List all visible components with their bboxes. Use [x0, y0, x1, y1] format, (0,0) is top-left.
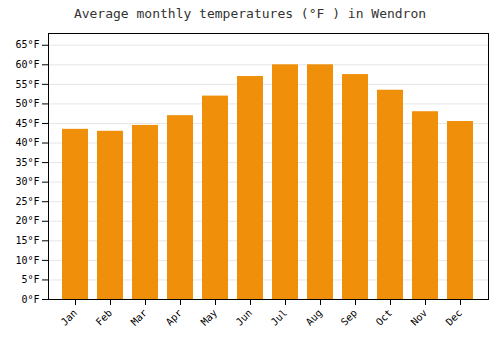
svg-text:Sep: Sep — [339, 307, 360, 328]
svg-text:Mar: Mar — [129, 307, 150, 328]
svg-text:65°F: 65°F — [15, 39, 39, 50]
svg-text:30°F: 30°F — [15, 176, 39, 187]
svg-text:Aug: Aug — [304, 307, 325, 328]
svg-text:55°F: 55°F — [15, 79, 39, 90]
svg-text:Oct: Oct — [374, 307, 395, 328]
svg-text:20°F: 20°F — [15, 215, 39, 226]
svg-text:0°F: 0°F — [21, 294, 39, 305]
svg-text:15°F: 15°F — [15, 235, 39, 246]
svg-text:50°F: 50°F — [15, 98, 39, 109]
svg-text:25°F: 25°F — [15, 196, 39, 207]
svg-text:Feb: Feb — [94, 307, 115, 328]
svg-text:Jan: Jan — [59, 307, 80, 328]
svg-text:10°F: 10°F — [15, 255, 39, 266]
svg-text:35°F: 35°F — [15, 157, 39, 168]
svg-text:Jun: Jun — [234, 307, 255, 328]
svg-text:May: May — [199, 307, 220, 328]
svg-text:Dec: Dec — [444, 307, 465, 328]
svg-text:Nov: Nov — [409, 307, 430, 328]
svg-text:45°F: 45°F — [15, 118, 39, 129]
svg-text:Jul: Jul — [269, 307, 290, 328]
svg-text:40°F: 40°F — [15, 137, 39, 148]
svg-text:Apr: Apr — [164, 307, 185, 328]
svg-text:5°F: 5°F — [21, 274, 39, 285]
html-text:Average monthly temperatures (: Average monthly temperatures (°F ) in We… — [73, 6, 427, 21]
svg-text:60°F: 60°F — [15, 59, 39, 70]
